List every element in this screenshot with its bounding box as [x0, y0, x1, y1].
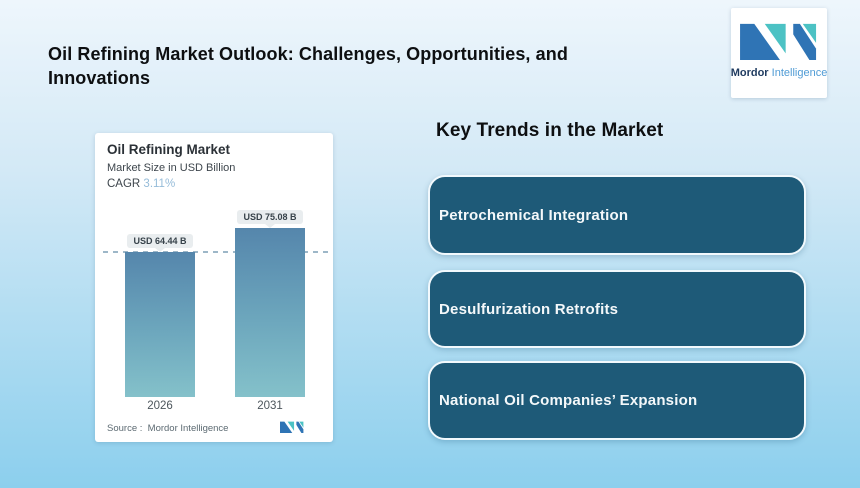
bar-value-label-2026: USD 64.44 B — [125, 234, 195, 252]
trend-card-petrochemical-integration: Petrochemical Integration — [428, 175, 806, 255]
market-chart-card: Oil Refining Market Market Size in USD B… — [95, 133, 333, 442]
mordor-intelligence-logo-icon — [740, 23, 817, 60]
bar-2031 — [235, 228, 305, 397]
brand-logo-card: Mordor Intelligence — [731, 8, 827, 98]
plot-area: USD 64.44 B USD 75.08 B 2026 2031 — [95, 133, 333, 442]
chart-cagr: CAGR 3.11% — [107, 177, 235, 192]
mordor-intelligence-logo-icon — [280, 421, 304, 433]
bar-2026 — [125, 252, 195, 397]
trend-label: Desulfurization Retrofits — [439, 300, 619, 318]
caret-down-icon — [265, 224, 275, 228]
brand-name: Mordor Intelligence — [731, 67, 828, 79]
brand-name-bold: Mordor — [730, 67, 769, 79]
key-trends-heading: Key Trends in the Market — [436, 120, 664, 141]
cagr-label: CAGR — [107, 178, 144, 190]
x-axis-label-2031: 2031 — [257, 400, 283, 412]
caret-down-icon — [155, 248, 165, 252]
chart-header: Oil Refining Market Market Size in USD B… — [107, 141, 235, 192]
bar-value-label-2031: USD 75.08 B — [235, 210, 305, 228]
brand-name-light: Intelligence — [771, 67, 828, 79]
cagr-value: 3.11% — [143, 178, 176, 190]
trend-label: Petrochemical Integration — [439, 206, 629, 224]
trend-card-national-oil-companies-expansion: National Oil Companies’ Expansion — [428, 361, 806, 440]
bar-value-pill: USD 75.08 B — [237, 210, 303, 224]
chart-subtitle: Market Size in USD Billion — [107, 162, 236, 174]
trend-label: National Oil Companies’ Expansion — [439, 392, 698, 409]
page-title-line-1: Oil Refining Market Outlook: Challenges,… — [48, 44, 568, 64]
x-axis-label-2026: 2026 — [147, 400, 173, 412]
trend-card-desulfurization-retrofits: Desulfurization Retrofits — [428, 270, 806, 348]
page-title: Oil Refining Market Outlook: Challenges,… — [48, 42, 608, 90]
chart-title: Oil Refining Market — [107, 142, 231, 157]
source-caption: Source : Mordor Intelligence — [107, 423, 229, 434]
page-title-line-2: Innovations — [48, 68, 151, 88]
dashed-threshold-line — [103, 251, 329, 253]
bar-value-pill: USD 64.44 B — [127, 234, 193, 248]
